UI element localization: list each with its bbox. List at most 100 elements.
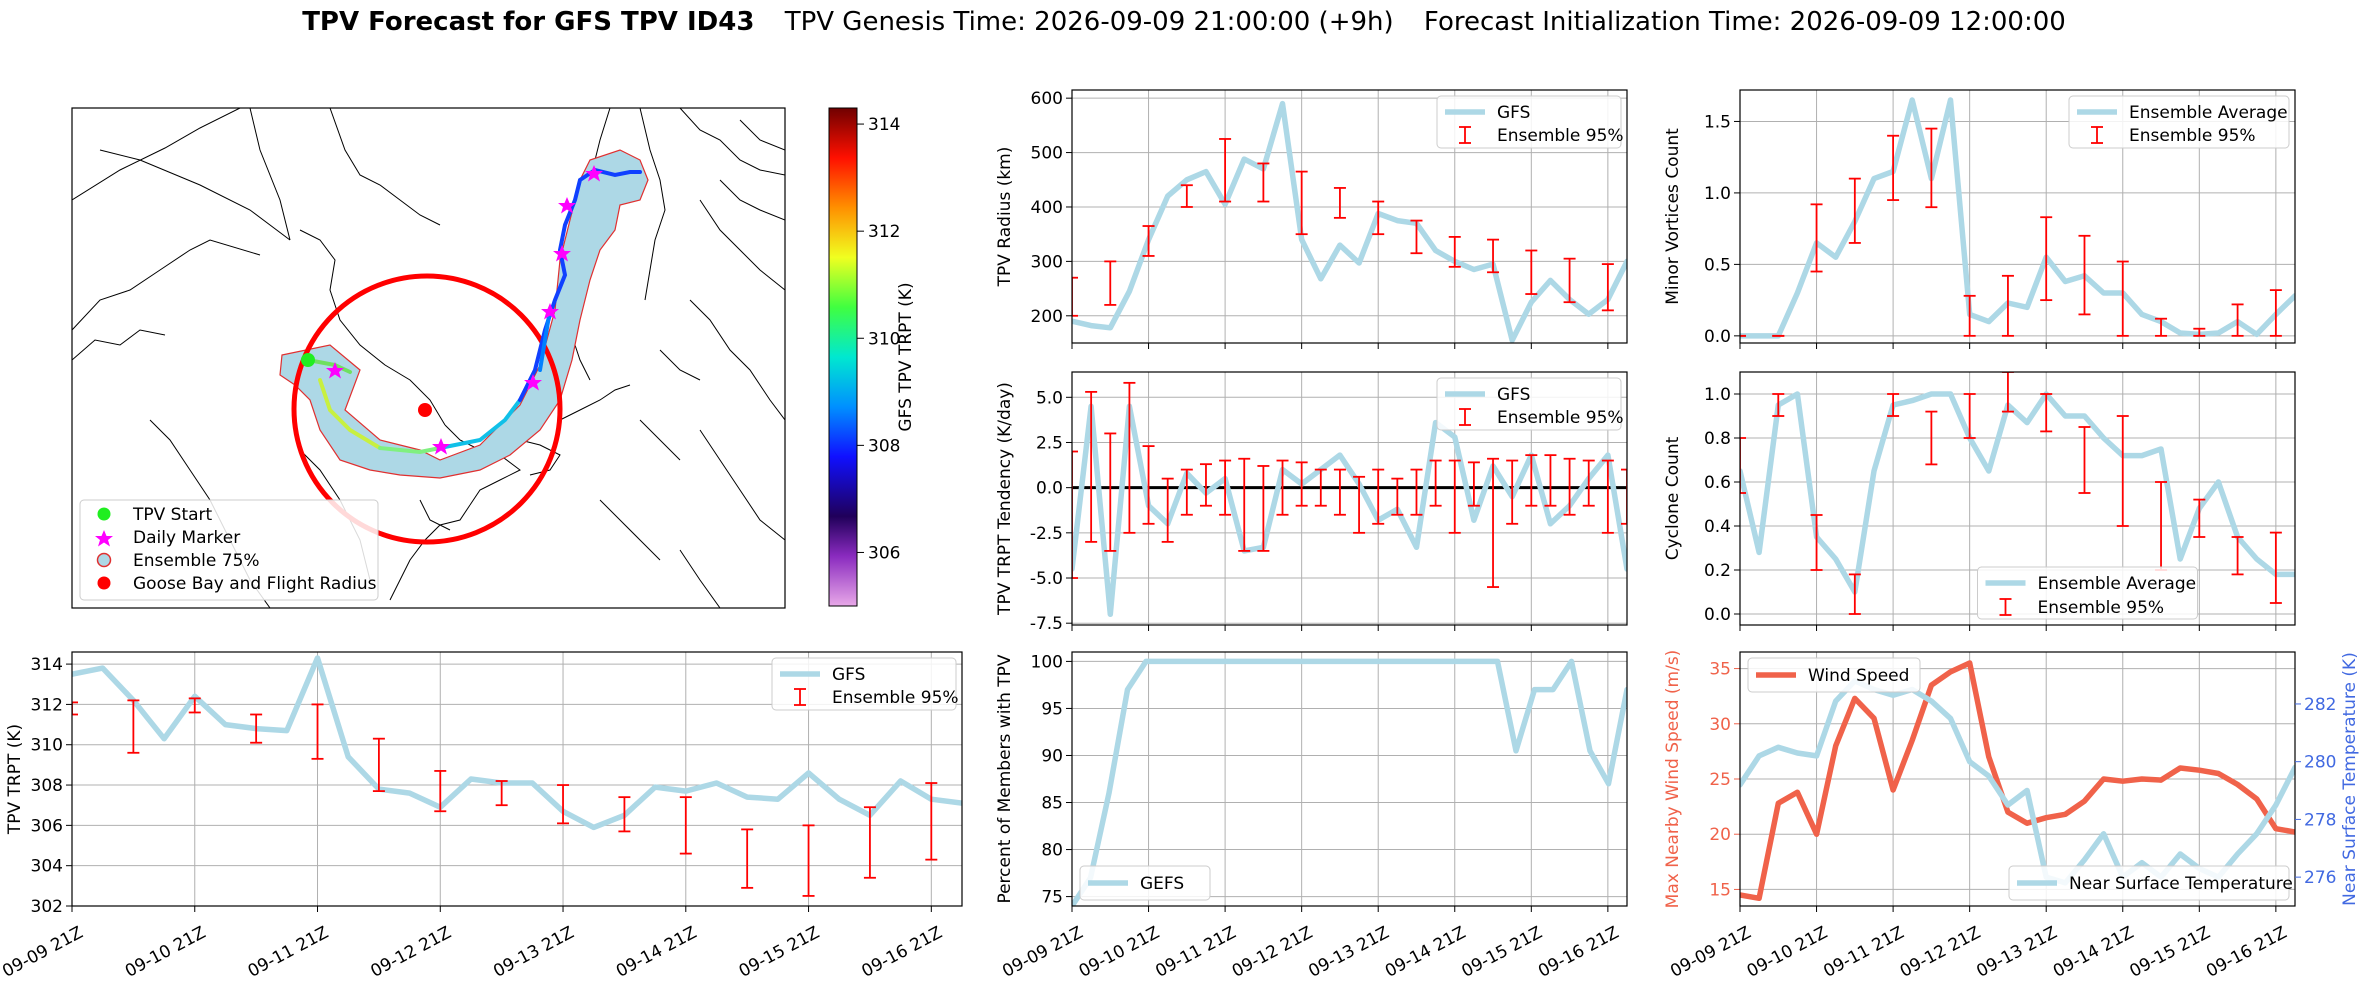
chart-tendency: -7.5 -5.0 -2.5 0.0 2.5 5.0 TPV TRPT Tendency (…	[995, 371, 1628, 634]
daily-markers	[326, 165, 603, 455]
map-content	[72, 108, 785, 608]
error-bar	[1582, 459, 1595, 507]
x-tick-label: 09-14 21Z	[613, 923, 700, 982]
x-tick-label: 09-15 21Z	[736, 923, 823, 982]
ensemble-swath	[279, 149, 649, 479]
colorbar-tick-label: 308	[868, 436, 900, 456]
legend-goose-bay-icon	[97, 576, 111, 590]
colorbar-tick-label: 310	[868, 329, 900, 349]
y-tick-label: 30	[1709, 715, 1731, 735]
y-tick-label: -2.5	[1030, 524, 1063, 544]
error-bar	[2193, 327, 2206, 337]
goose-bay-marker	[418, 403, 432, 417]
error-bar	[2040, 393, 2053, 433]
error-bar	[1295, 461, 1308, 507]
y-tick-label: 85	[1041, 794, 1063, 814]
series-line-ensemble-average	[1740, 391, 2295, 595]
error-bar	[1257, 162, 1270, 203]
map-legend-label: Goose Bay and Flight Radius	[133, 574, 377, 594]
error-bar	[1740, 437, 1746, 494]
x-tick-label: 09-10 21Z	[122, 923, 209, 982]
map-panel: TPV Start Daily Marker Ensemble 75% Goos…	[71, 107, 916, 609]
error-bar	[2078, 426, 2091, 494]
y-tick-label: 2.5	[1036, 433, 1063, 453]
colorbar-label: GFS TPV TRPT (K)	[896, 282, 916, 431]
error-bars	[1072, 138, 1614, 317]
error-bar	[1887, 134, 1900, 201]
error-bar	[1085, 390, 1098, 543]
map-legend-label: Ensemble 75%	[133, 551, 260, 571]
error-bar	[1410, 468, 1423, 516]
y-tick-label: 75	[1041, 888, 1063, 908]
legend-label: Ensemble 95%	[832, 688, 959, 708]
error-bar	[2231, 303, 2244, 337]
x-tick-label: 09-13 21Z	[1305, 923, 1392, 982]
x-tick-label: 09-11 21Z	[1152, 923, 1239, 982]
legend-label: Ensemble Average	[2038, 574, 2197, 594]
error-bar	[2269, 531, 2282, 604]
y-tick-label: 1.0	[1704, 184, 1731, 204]
daily-marker	[326, 362, 344, 379]
legend-box	[1436, 95, 1622, 149]
y-axis-label: Minor Vortices Count	[1663, 128, 1683, 305]
plot-area	[1072, 100, 1627, 343]
error-bar	[1257, 465, 1270, 552]
error-bar	[1487, 457, 1500, 588]
x-tick-label: 09-12 21Z	[367, 923, 454, 982]
x-tick-label: 09-12 21Z	[1897, 923, 1984, 982]
y-tick-label: 310	[31, 736, 63, 756]
map-legend-label: TPV Start	[132, 505, 213, 525]
error-bar	[1563, 257, 1576, 304]
legend-label: Near Surface Temperature	[2069, 874, 2293, 894]
plot-frame	[1739, 651, 2296, 907]
y-tick-label: 304	[31, 857, 63, 877]
y-tick-label: 400	[1031, 198, 1063, 218]
x-tick-label: 09-16 21Z	[858, 923, 945, 982]
y-axis: 75 80 85 90 95 100	[1031, 652, 1072, 908]
y-axis-label: TPV TRPT (K)	[5, 724, 25, 835]
error-bar	[1544, 454, 1557, 507]
x-tick-label: 09-12 21Z	[1229, 923, 1316, 982]
error-bar	[863, 806, 876, 879]
error-bar	[1072, 276, 1078, 317]
y-tick-label: 600	[1031, 89, 1063, 109]
x-axis: 09-09 21Z 09-10 21Z 09-11 21Z 09-12 21Z 09-1…	[0, 906, 946, 982]
legend: Ensemble Average Ensemble 95%	[1977, 566, 2198, 620]
colorbar-tick-label: 314	[868, 115, 900, 135]
error-bar	[2001, 274, 2014, 337]
error-bar	[188, 697, 201, 714]
colorbar-gradient	[828, 107, 858, 607]
error-bar	[1180, 468, 1193, 516]
plot-frame	[1071, 89, 1628, 344]
legend-ensemble-75-icon	[96, 552, 112, 568]
y-tick-label: 95	[1041, 699, 1063, 719]
legend-box	[2008, 865, 2290, 901]
error-bar	[1072, 450, 1078, 579]
error-bar	[1391, 477, 1404, 516]
plot-area	[1740, 660, 2295, 902]
error-bar	[2001, 372, 2014, 413]
flight-radius-circle	[291, 273, 563, 545]
legend-label: Ensemble Average	[2129, 103, 2288, 123]
title-init: Forecast Initialization Time: 2026-09-09…	[1424, 7, 2066, 37]
error-bar	[1104, 260, 1117, 306]
error-bar	[1276, 459, 1289, 516]
legend-box	[1079, 865, 1211, 901]
error-bar	[1925, 410, 1938, 466]
legend-box	[2068, 95, 2290, 149]
y-tick-label: 200	[1031, 307, 1063, 327]
daily-marker	[524, 374, 542, 391]
error-bar	[618, 796, 631, 833]
error-bar	[1238, 457, 1251, 552]
x-tick-label: 09-15 21Z	[2126, 923, 2213, 982]
daily-marker	[432, 438, 450, 455]
legend-label: GFS	[832, 665, 865, 685]
x-tick-label: 09-13 21Z	[1973, 923, 2060, 982]
y-axis-right: 276 278 280 282	[2295, 695, 2336, 888]
x-tick-label: 09-11 21Z	[245, 923, 332, 982]
error-bar	[1467, 461, 1480, 507]
tpv-track	[306, 167, 642, 455]
error-bar	[1142, 225, 1155, 257]
error-bar	[925, 782, 938, 861]
